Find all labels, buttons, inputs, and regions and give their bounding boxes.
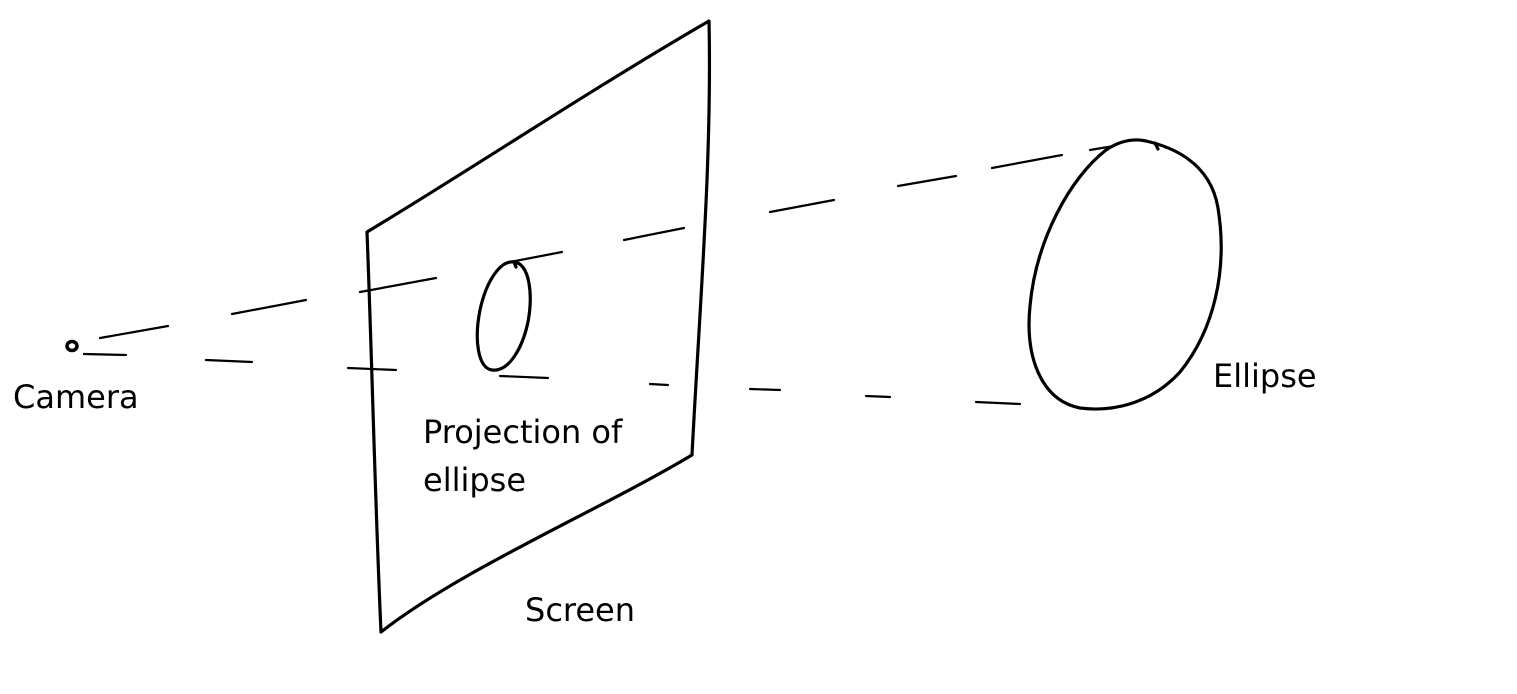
projection-label: Projection of ellipse bbox=[423, 408, 622, 504]
ellipse-label: Ellipse bbox=[1213, 357, 1317, 395]
screen-plane bbox=[365, 19, 712, 634]
object-ellipse bbox=[1027, 138, 1223, 411]
projected-ellipse-tick bbox=[512, 260, 518, 269]
screen-label: Screen bbox=[525, 591, 636, 629]
lower-projection-ray bbox=[82, 352, 1022, 406]
projection-label-line2: ellipse bbox=[423, 461, 527, 499]
object-ellipse-tick bbox=[1153, 141, 1160, 151]
camera-point-icon bbox=[65, 339, 79, 353]
upper-projection-ray bbox=[98, 144, 1116, 340]
projection-label-line1: Projection of bbox=[423, 413, 623, 451]
projected-ellipse bbox=[475, 260, 532, 372]
camera-label: Camera bbox=[13, 378, 139, 416]
